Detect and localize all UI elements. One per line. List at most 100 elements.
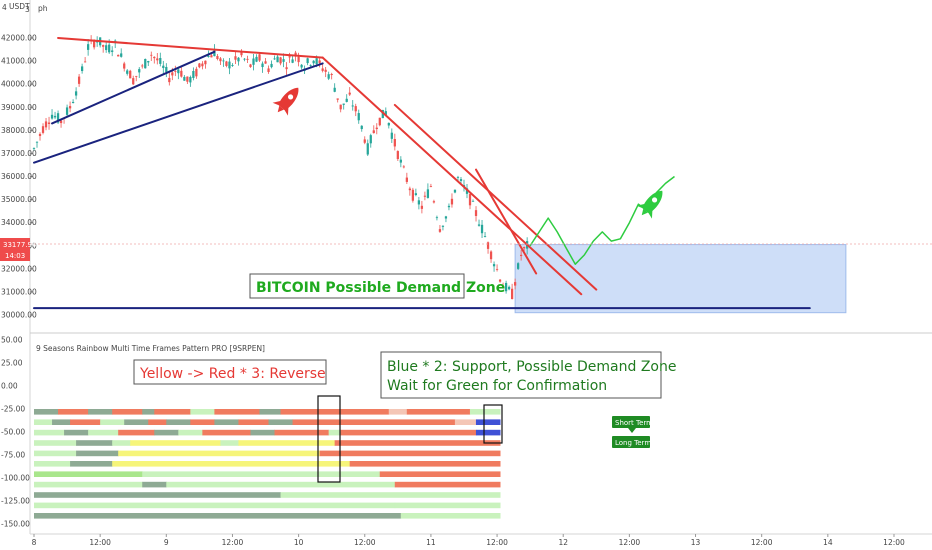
price-y-tick-label: 32000.00 — [1, 264, 37, 273]
candles-layer — [32, 35, 529, 300]
candle-body — [120, 53, 123, 57]
candle-body — [426, 189, 430, 198]
band-segment-lightgreen — [190, 409, 215, 415]
band-segment-lightgreen — [178, 429, 203, 436]
candle-body — [44, 121, 48, 128]
band-segment-grey — [142, 481, 167, 488]
indicator-title: 9 Seasons Rainbow Multi Time Frames Patt… — [36, 344, 265, 353]
last-price-label: 33177.94 — [3, 241, 37, 249]
candle-body — [300, 64, 303, 68]
candle-body — [198, 63, 201, 68]
price-y-tick-label: 34000.00 — [1, 218, 37, 227]
candle-body — [144, 58, 147, 69]
candle-body — [468, 194, 472, 206]
candle-body — [432, 201, 436, 203]
band-segment-grey — [214, 419, 239, 425]
candle-body — [252, 58, 255, 65]
candle-body — [351, 105, 354, 107]
trendlines-layer — [33, 37, 811, 310]
candle-body — [480, 224, 484, 234]
candle-body — [318, 60, 321, 63]
candle-body — [237, 57, 240, 62]
candle-body — [465, 188, 469, 194]
x-tick-label: 8 — [32, 538, 37, 547]
candle-body — [324, 69, 327, 72]
band-segment-lightgreen — [394, 502, 501, 509]
candle-body — [459, 179, 463, 181]
candle-body — [80, 66, 84, 72]
candle-body — [429, 186, 433, 187]
band-segment-grey — [34, 492, 282, 498]
candle-body — [396, 151, 399, 160]
candle-body — [77, 76, 81, 84]
header-suffix: ph — [38, 4, 48, 13]
candle-body — [153, 56, 156, 59]
band-segment-salmon — [334, 440, 501, 446]
candle-body — [408, 188, 411, 191]
support-label-box — [380, 351, 662, 399]
long-term-tag: Long Term — [612, 436, 651, 448]
band-segment-lightgreen — [88, 429, 119, 436]
candle-body — [411, 189, 415, 201]
candle-body — [447, 205, 451, 208]
price-y-tick-label: 31000.00 — [1, 287, 37, 296]
candle-body — [225, 61, 228, 66]
red-trendline — [321, 56, 583, 296]
x-tick-label: 12 — [558, 538, 568, 547]
band-segment-lightgreen — [400, 513, 501, 519]
candle-body — [162, 65, 165, 69]
candle-body — [312, 60, 315, 64]
candle-body — [504, 282, 508, 292]
candle-body — [74, 91, 78, 96]
band-segment-salmon — [379, 471, 501, 477]
candle-body — [135, 75, 138, 77]
band-segment-salmon — [154, 409, 191, 415]
candle-body — [420, 205, 424, 209]
band-segment-lightgreen — [328, 429, 342, 436]
candle-body — [372, 130, 375, 134]
candle-body — [327, 74, 330, 79]
indicator-y-tick-label: -50.00 — [1, 428, 25, 437]
candle-body — [456, 177, 460, 178]
candle-body — [68, 106, 72, 109]
band-segment-salmon — [319, 450, 501, 457]
candle-body — [423, 195, 427, 197]
band-segment-grey — [166, 419, 191, 425]
price-y-tick-label: 39000.00 — [1, 103, 37, 112]
x-tick-label: 10 — [294, 538, 304, 547]
x-tick-label: 12:00 — [222, 538, 244, 547]
candle-body — [201, 63, 204, 67]
candle-body — [507, 286, 511, 290]
candle-body — [50, 114, 54, 119]
candle-body — [345, 98, 348, 102]
candle-body — [246, 58, 249, 60]
band-segment-lightgreen — [112, 440, 131, 446]
candle-body — [444, 216, 448, 219]
candle-body — [195, 68, 198, 77]
indicator-y-tick-label: 25.00 — [1, 359, 23, 368]
band-segment-grey — [88, 409, 113, 415]
band-segment-grey — [154, 429, 179, 436]
band-segment-lightgreen — [34, 419, 53, 425]
candle-body — [189, 76, 192, 83]
band-segment-lightgreen — [34, 461, 71, 467]
band-segment-salmon — [394, 481, 501, 488]
candle-body — [510, 288, 514, 300]
long-term-label: Long Term — [615, 439, 651, 447]
indicator-y-tick-label: -150.00 — [1, 520, 30, 529]
candle-body — [393, 138, 396, 147]
candle-body — [138, 69, 141, 73]
indicator-y-tick-label: -100.00 — [1, 474, 30, 483]
reverse-highlight-box — [317, 395, 341, 483]
candle-body — [83, 61, 87, 63]
band-segment-grey — [76, 440, 113, 446]
band-segment-salmon — [118, 429, 155, 436]
candle-body — [339, 104, 342, 110]
candle-body — [492, 264, 496, 267]
candle-body — [159, 58, 162, 64]
candle-body — [342, 103, 345, 105]
band-segment-lightgreen — [100, 419, 125, 425]
band-segment-lightgreen — [166, 481, 396, 488]
candle-body — [363, 139, 366, 143]
candle-body — [240, 51, 243, 56]
